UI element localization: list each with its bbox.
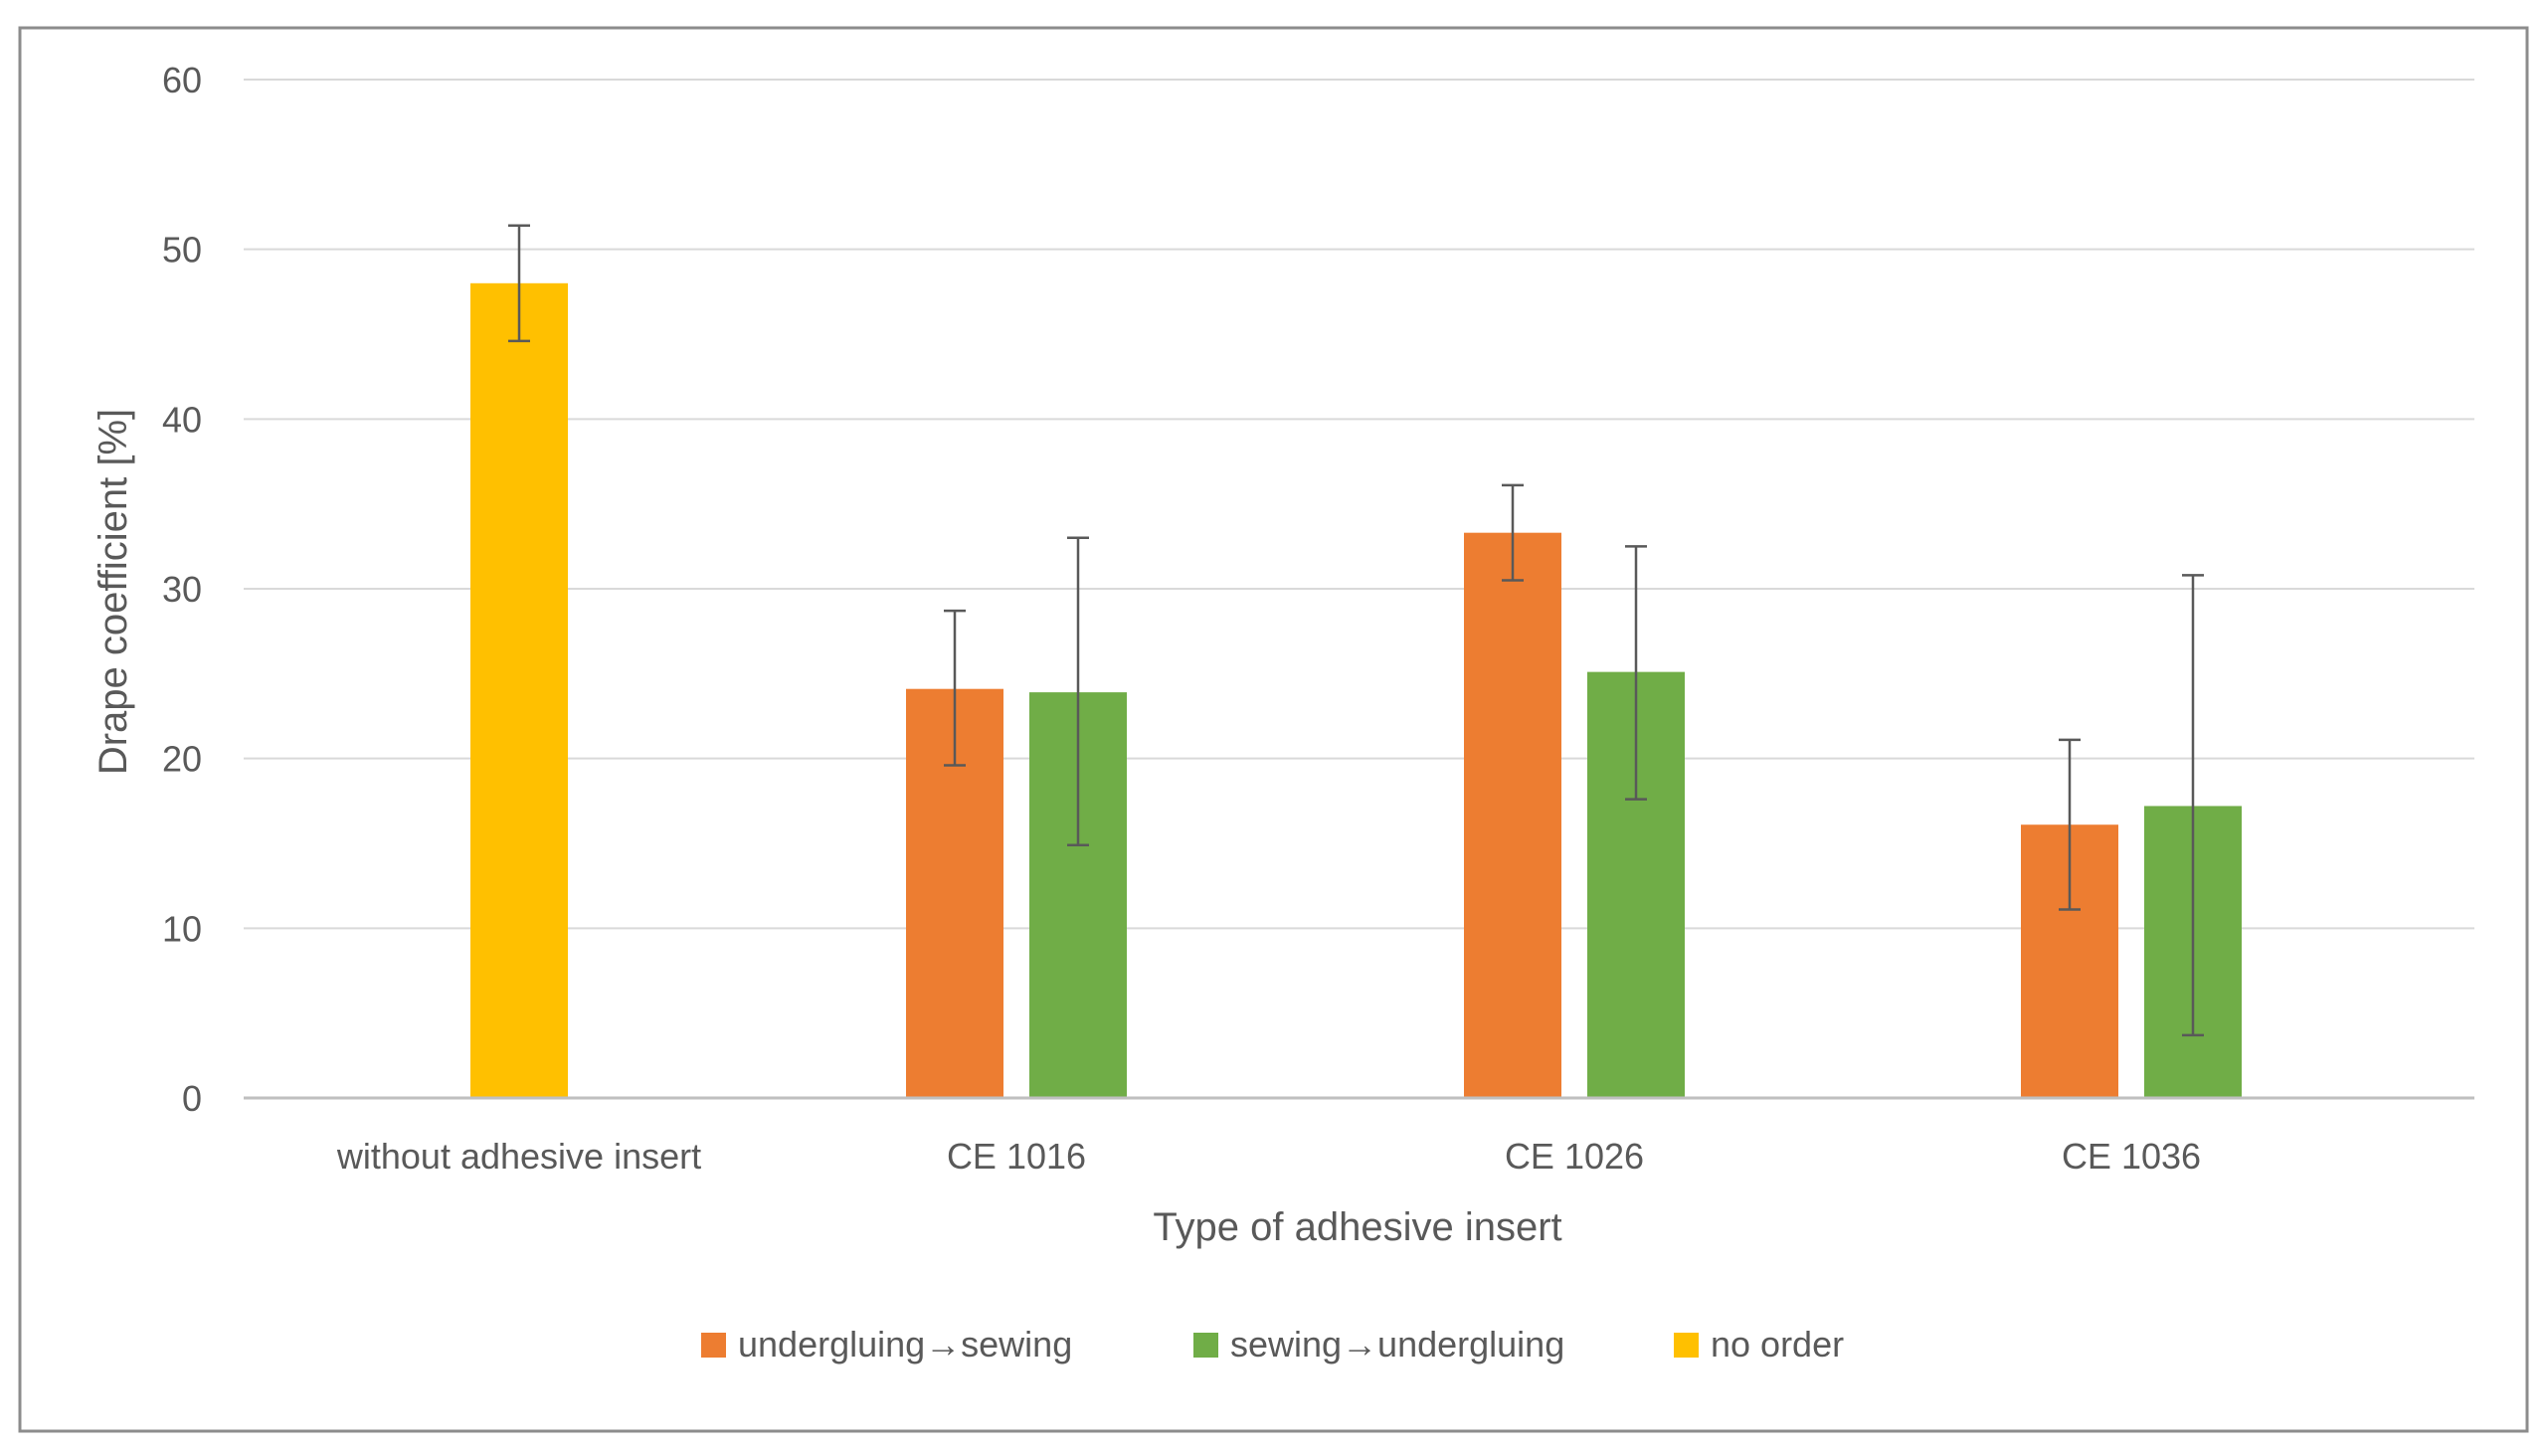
x-axis-title: Type of adhesive insert — [1153, 1205, 1561, 1249]
chart-frame — [18, 26, 2529, 1433]
y-tick-label: 10 — [162, 908, 202, 949]
x-tick-label: CE 1036 — [2062, 1136, 2201, 1177]
bar — [1464, 532, 1561, 1098]
y-tick-label: 0 — [182, 1078, 202, 1119]
bar — [470, 282, 568, 1098]
x-tick-label: CE 1016 — [947, 1136, 1086, 1177]
error-bars — [508, 224, 2204, 1037]
y-axis-title: Drape coefficient [%] — [91, 409, 135, 775]
legend-swatch — [701, 1333, 726, 1358]
legend-swatch — [1193, 1333, 1218, 1358]
y-tick-label: 50 — [162, 230, 202, 271]
x-tick-label: without adhesive insert — [336, 1136, 701, 1177]
legend: undergluing→sewing sewing→undergluing no o… — [701, 1324, 1844, 1365]
y-tick-label: 30 — [162, 569, 202, 610]
y-tick-label: 20 — [162, 739, 202, 780]
y-tick-label: 60 — [162, 60, 202, 100]
legend-label: sewing→undergluing — [1230, 1324, 1564, 1365]
axes: 0 10 20 30 40 50 60 without adhesive insert CE 1… — [162, 60, 2474, 1177]
x-tick-label: CE 1026 — [1505, 1136, 1644, 1177]
legend-swatch — [1674, 1333, 1699, 1358]
legend-label: no order — [1711, 1324, 1844, 1365]
y-tick-label: 40 — [162, 399, 202, 440]
legend-label: undergluing→sewing — [738, 1324, 1072, 1365]
